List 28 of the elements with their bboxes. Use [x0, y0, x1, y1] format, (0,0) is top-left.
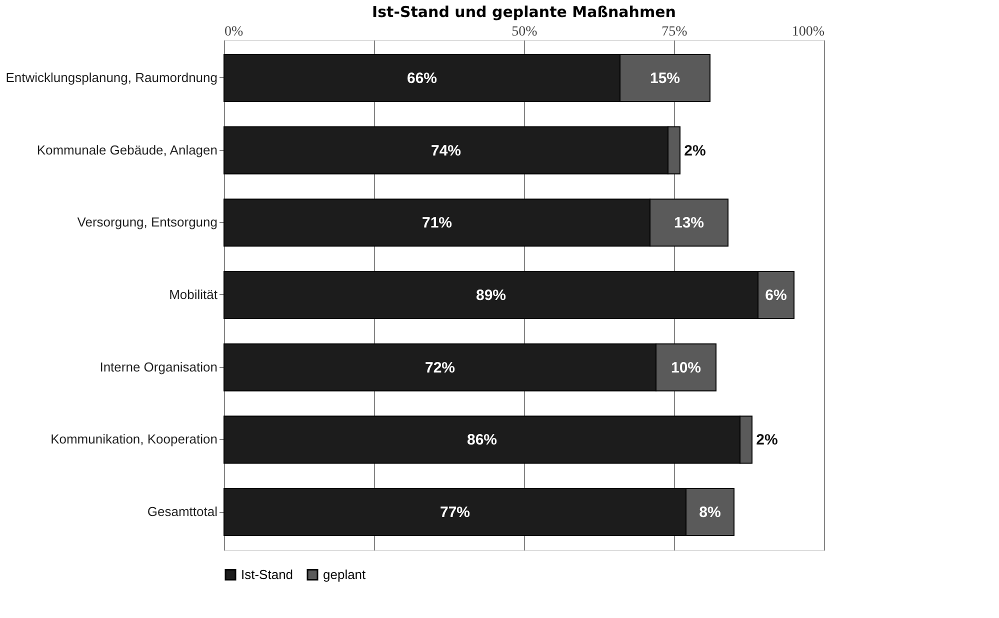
data-label: 86% [466, 432, 498, 449]
x-tick-label: 100% [792, 24, 825, 40]
data-label: 13% [674, 214, 704, 232]
legend-label: geplant [323, 566, 366, 582]
y-tick-label: Kommunale Gebäude, Anlagen [36, 142, 218, 158]
y-tick-label: Gesamttotal [147, 504, 218, 520]
x-tick-label: 75% [662, 24, 688, 40]
y-tick-label: Mobilität [169, 287, 218, 302]
legend-label: Ist-Stand [241, 566, 294, 582]
data-label: 74% [430, 142, 462, 160]
data-label: 2% [684, 142, 706, 160]
data-label: 71% [422, 214, 452, 232]
data-label: 77% [440, 504, 470, 522]
data-label: 72% [424, 359, 456, 376]
chart-title: Ist-Stand und geplante Maßnahmen [372, 3, 676, 21]
data-label: 6% [765, 287, 787, 304]
x-tick-label: 0% [224, 24, 244, 40]
data-label: 2% [756, 432, 778, 449]
data-label: 10% [670, 359, 702, 376]
y-tick-label: Kommunikation, Kooperation [50, 432, 218, 447]
data-label: 15% [650, 70, 680, 87]
y-tick-label: Versorgung, Entsorgung [77, 214, 218, 230]
x-tick-label: 50% [512, 24, 538, 40]
data-label: 8% [699, 504, 721, 522]
y-tick-label: Entwicklungsplanung, Raumordnung [6, 70, 218, 85]
data-label: 66% [406, 70, 438, 87]
y-tick-label: Interne Organisation [100, 359, 218, 374]
data-label: 89% [476, 287, 506, 304]
